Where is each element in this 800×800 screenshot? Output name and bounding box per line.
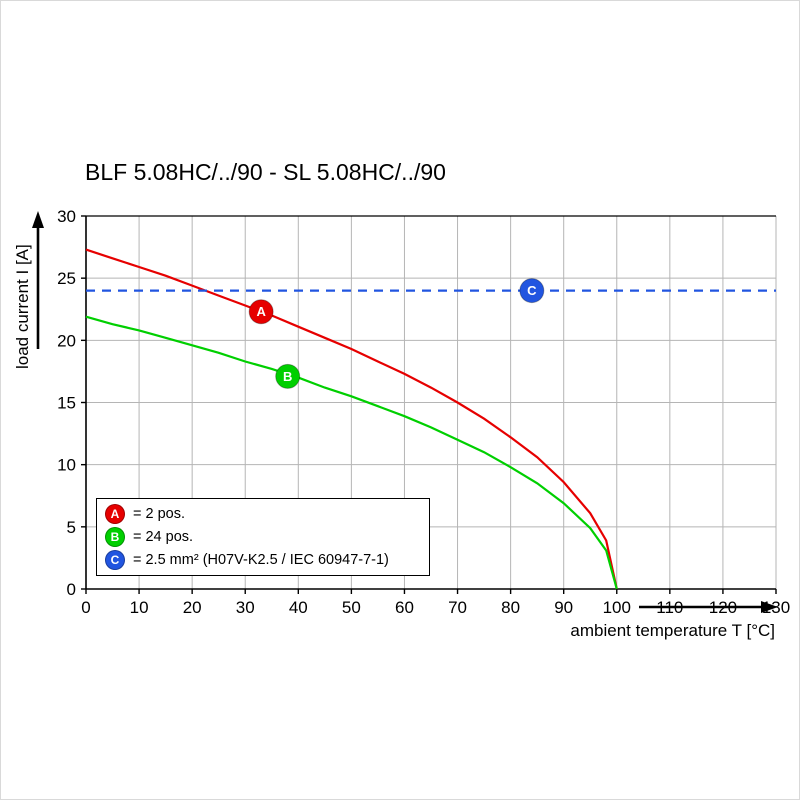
x-axis-arrowhead: [761, 601, 778, 613]
axis-arrows: [32, 211, 778, 613]
curve-marker-C: C: [519, 278, 545, 304]
x-tick-label: 80: [501, 598, 520, 617]
y-tick-label: 10: [57, 456, 76, 475]
curve-A: [85, 248, 618, 590]
x-tick-label: 30: [236, 598, 255, 617]
svg-text:B: B: [283, 369, 292, 384]
curve-marker-A: A: [248, 299, 274, 325]
chart-legend: A = 2 pos. B = 24 pos. C = 2.5 mm² (H07V…: [96, 498, 430, 576]
x-tick-label: 40: [289, 598, 308, 617]
legend-badge-A: A: [105, 504, 125, 525]
chart-title: BLF 5.08HC/../90 - SL 5.08HC/../90: [85, 159, 446, 185]
x-tick-label: 10: [130, 598, 149, 617]
y-tick-label: 25: [57, 269, 76, 288]
axes: 0102030405060708090100110120130051015202…: [57, 207, 790, 617]
svg-text:C: C: [527, 283, 537, 298]
x-axis-label: ambient temperature T [°C]: [570, 621, 775, 640]
curve-B: [85, 315, 618, 590]
legend-label-B: = 24 pos.: [133, 528, 194, 545]
legend-label-A: = 2 pos.: [133, 506, 185, 523]
x-tick-label: 50: [342, 598, 361, 617]
svg-text:A: A: [256, 304, 266, 319]
y-tick-label: 30: [57, 207, 76, 226]
legend-badge-B: B: [105, 526, 125, 547]
grid-lines: [86, 215, 777, 589]
legend-label-C: = 2.5 mm² (H07V-K2.5 / IEC 60947-7-1): [133, 551, 389, 568]
legend-row-C: C = 2.5 mm² (H07V-K2.5 / IEC 60947-7-1): [105, 549, 421, 570]
y-tick-label: 20: [57, 331, 76, 350]
x-tick-label: 100: [603, 598, 631, 617]
curve-marker-B: B: [275, 363, 301, 389]
y-axis-arrowhead: [32, 211, 44, 228]
legend-row-A: A = 2 pos.: [105, 504, 421, 525]
legend-badge-C: C: [105, 549, 125, 570]
x-tick-label: 90: [554, 598, 573, 617]
x-tick-label: 60: [395, 598, 414, 617]
y-tick-label: 5: [67, 518, 76, 537]
y-tick-label: 0: [67, 580, 76, 599]
y-tick-label: 15: [57, 394, 76, 413]
x-tick-label: 20: [183, 598, 202, 617]
legend-row-B: B = 24 pos.: [105, 526, 421, 547]
x-tick-label: 70: [448, 598, 467, 617]
x-tick-label: 0: [81, 598, 90, 617]
